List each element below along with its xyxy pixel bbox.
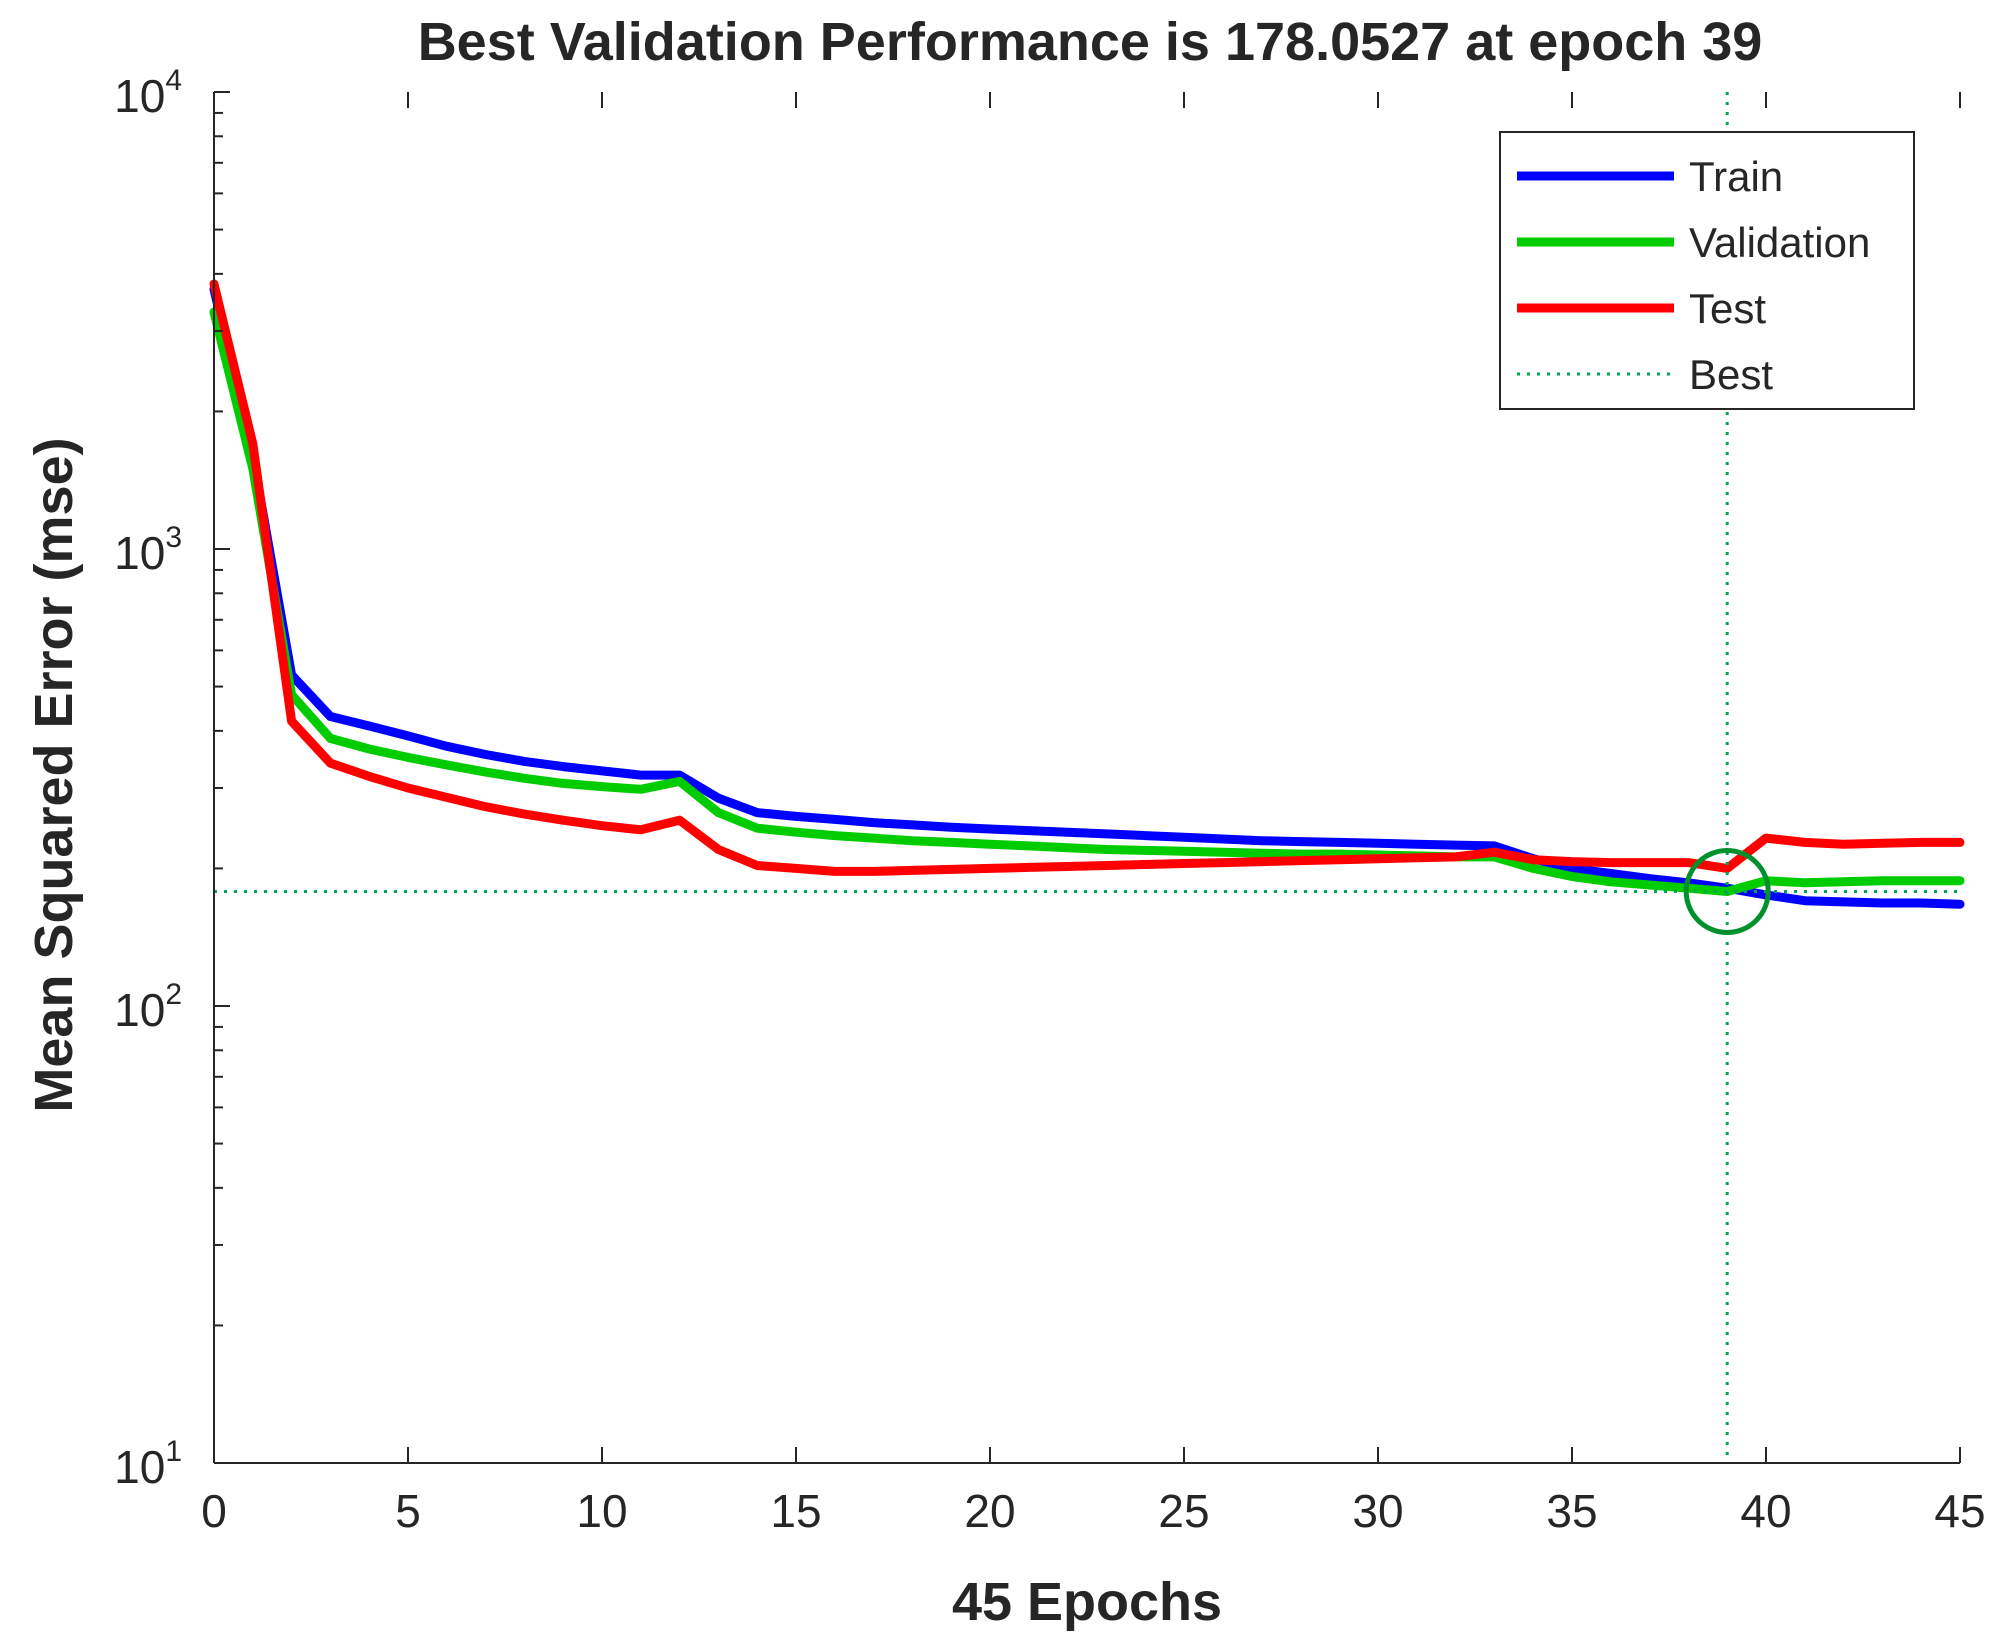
y-tick-label: 104 <box>114 64 182 122</box>
y-tick-exponent: 2 <box>165 978 182 1011</box>
series-layer <box>209 279 1965 909</box>
best-layer <box>214 92 1960 1463</box>
y-tick-base: 10 <box>114 70 165 122</box>
x-tick-label: 20 <box>964 1485 1015 1537</box>
x-tick-label: 40 <box>1740 1485 1791 1537</box>
legend-label-test: Test <box>1689 285 1766 332</box>
legend-label-validation: Validation <box>1689 219 1870 266</box>
x-tick-label: 5 <box>395 1485 421 1537</box>
x-tick-label: 10 <box>576 1485 627 1537</box>
y-tick-label: 101 <box>114 1435 182 1493</box>
y-tick-exponent: 1 <box>165 1435 182 1468</box>
y-axis-label: Mean Squared Error (mse) <box>24 437 84 1112</box>
y-tick-base: 10 <box>114 984 165 1036</box>
x-tick-label: 0 <box>201 1485 227 1537</box>
x-axis-label: 45 Epochs <box>952 1572 1222 1632</box>
y-tick-base: 10 <box>114 1441 165 1493</box>
y-tick-exponent: 4 <box>165 64 182 97</box>
x-tick-label: 35 <box>1546 1485 1597 1537</box>
x-tick-label: 15 <box>770 1485 821 1537</box>
y-tick-exponent: 3 <box>165 521 182 554</box>
legend-label-best: Best <box>1689 351 1773 398</box>
train-series-line <box>209 284 1965 909</box>
x-tick-label: 45 <box>1934 1485 1985 1537</box>
x-tick-label: 30 <box>1352 1485 1403 1537</box>
test-series-line <box>209 279 1965 876</box>
legend: Train Validation Test Best <box>1499 131 1915 410</box>
y-tick-label: 102 <box>114 978 182 1036</box>
y-tick-base: 10 <box>114 527 165 579</box>
x-tick-label: 25 <box>1158 1485 1209 1537</box>
best-point-marker <box>1683 847 1771 935</box>
validation-series-line <box>209 307 1965 896</box>
axes <box>213 92 1960 1464</box>
y-tick-label: 103 <box>114 521 182 579</box>
chart-title: Best Validation Performance is 178.0527 … <box>418 12 1763 72</box>
legend-label-train: Train <box>1689 153 1783 200</box>
